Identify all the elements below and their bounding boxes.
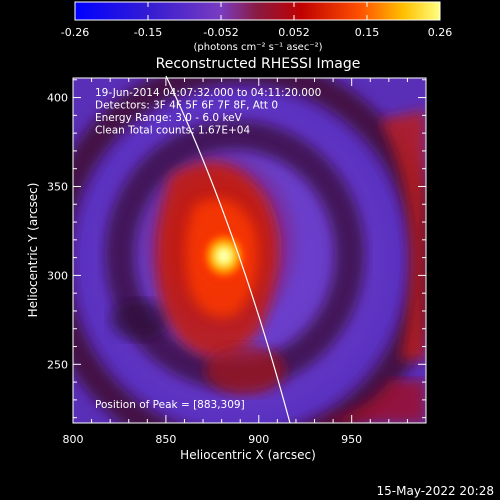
colorbar-tick-label: 0.052: [278, 26, 310, 39]
plot-title: Reconstructed RHESSI Image: [156, 56, 361, 72]
observation-info: 19-Jun-2014 04:07:32.000 to 04:11:20.000…: [95, 87, 321, 137]
colorbar-tick-label: 0.26: [428, 26, 453, 39]
info-line: Energy Range: 3.0 - 6.0 keV: [95, 112, 243, 124]
plot-frame: [72, 77, 427, 424]
info-line: Clean Total counts: 1.67E+04: [95, 125, 250, 137]
colorbar-tick-label: -0.052: [203, 26, 238, 39]
info-line: Detectors: 3F 4F 5F 6F 7F 8F, Att 0: [95, 100, 278, 112]
colorbar-units: (photons cm⁻² s⁻¹ asec⁻²): [193, 42, 322, 53]
x-tick-label: 900: [248, 433, 269, 446]
x-tick-label: 800: [63, 433, 84, 446]
y-tick-label: 400: [47, 92, 68, 105]
y-axis-ticks: 250 300 350 400: [47, 79, 426, 419]
solar-limb-line: [165, 75, 291, 424]
y-axis-label: Heliocentric Y (arcsec): [26, 183, 40, 318]
y-tick-label: 250: [47, 358, 68, 371]
colorbar-ticks: -0.26 -0.15 -0.052 0.052 0.15 0.26: [61, 2, 452, 39]
y-tick-label: 300: [47, 269, 68, 282]
colorbar-tick-label: 0.15: [355, 26, 380, 39]
y-tick-label: 350: [47, 180, 68, 193]
colorbar-tick-label: -0.15: [134, 26, 162, 39]
x-axis-label: Heliocentric X (arcsec): [180, 448, 316, 462]
colorbar-tick-label: -0.26: [61, 26, 89, 39]
info-line: 19-Jun-2014 04:07:32.000 to 04:11:20.000: [95, 87, 321, 99]
footer-timestamp: 15-May-2022 20:28: [377, 484, 494, 498]
x-axis-ticks: 800 850 900 950: [63, 78, 408, 446]
rhessi-image: [73, 78, 426, 423]
peak-position-label: Position of Peak = [883,309]: [95, 399, 245, 411]
x-tick-label: 850: [155, 433, 176, 446]
colorbar: [74, 1, 441, 21]
x-tick-label: 950: [341, 433, 362, 446]
